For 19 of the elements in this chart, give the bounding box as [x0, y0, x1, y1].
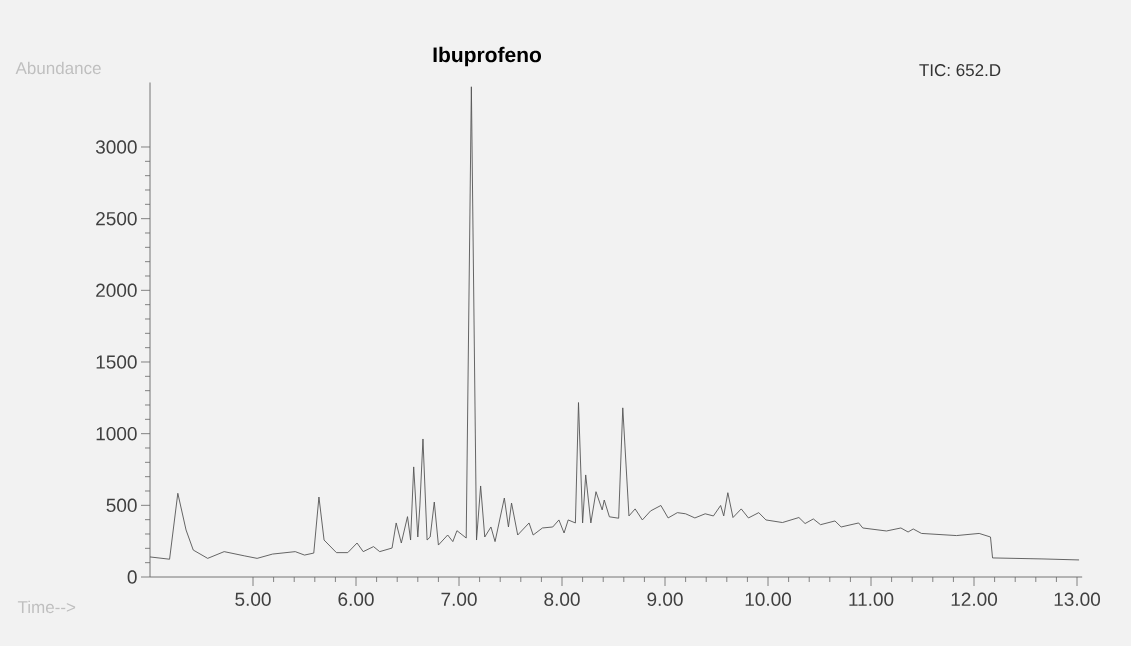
- x-tick-label: 6.00: [338, 592, 374, 606]
- y-tick-label: 3000: [95, 140, 137, 154]
- x-tick-label: 13.00: [1054, 592, 1101, 606]
- y-tick-label: 500: [106, 498, 137, 513]
- y-tick-label: 2500: [96, 211, 137, 226]
- x-tick-label: 5.00: [235, 592, 271, 606]
- line-series: [149, 86, 1080, 561]
- x-tick-label: 12.00: [951, 592, 998, 606]
- x-tick-label: 8.00: [544, 592, 580, 606]
- x-tick-label: 11.00: [849, 592, 894, 606]
- x-tick-label: 7.00: [441, 592, 477, 606]
- y-tick-label: 1500: [96, 355, 137, 369]
- x-tick-label: 9.00: [647, 592, 683, 606]
- chart-subtitle: TIC: 652.D: [919, 64, 1001, 77]
- chart-title: Ibuprofeno: [433, 46, 542, 67]
- y-tick-label: 1000: [96, 426, 137, 441]
- y-tick-label: 0: [127, 570, 137, 584]
- x-tick-label: 10.00: [745, 592, 792, 606]
- y-tick-label: 2000: [96, 283, 137, 298]
